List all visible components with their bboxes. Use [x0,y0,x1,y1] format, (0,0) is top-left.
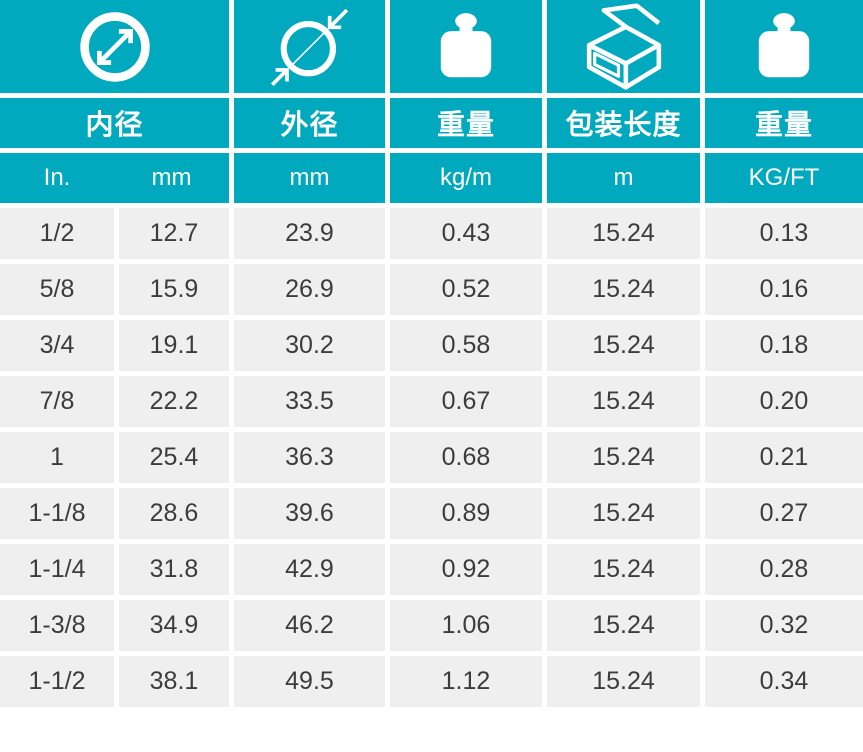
table-cell: 0.58 [390,320,542,371]
table-cell: 1.12 [390,656,542,707]
table-cell: 49.5 [234,656,385,707]
table-cell: 39.6 [234,488,385,539]
table-cell: 0.34 [705,656,863,707]
table-cell: 0.32 [705,600,863,651]
table-cell: 28.6 [119,488,229,539]
table-cell: 26.9 [234,264,385,315]
unit-cell-kg-per-m: kg/m [390,153,542,203]
table-cell: 23.9 [234,208,385,259]
table-cell: 0.16 [705,264,863,315]
unit-cell-inner-diameter: In. mm [0,153,229,203]
package-length-icon [547,0,700,93]
table-cell: 25.4 [119,432,229,483]
unit-label-in: In. [43,164,71,191]
table-cell: 15.24 [547,656,700,707]
weight-icon [390,0,542,93]
table-cell: 15.24 [547,264,700,315]
group-label-text: 外径 [280,109,339,140]
table-cell: 38.1 [119,656,229,707]
table-cell: 0.21 [705,432,863,483]
unit-label-kgm: kg/m [439,164,492,191]
table-cell: 15.24 [547,600,700,651]
table-cell: 0.27 [705,488,863,539]
table-cell: 1-1/8 [0,488,114,539]
table-cell: 1-1/4 [0,544,114,595]
unit-split: In. mm [0,164,229,192]
table-cell: 34.9 [119,600,229,651]
outer-diameter-icon [234,0,385,93]
weight-icon [705,0,863,93]
table-cell: 5/8 [0,264,114,315]
table-cell: 19.1 [119,320,229,371]
table-cell: 15.24 [547,208,700,259]
table-cell: 22.2 [119,376,229,427]
group-label-inner-diameter: 内径 [0,98,229,148]
table-cell: 15.24 [547,544,700,595]
unit-cell-kg-per-ft: KG/FT [705,153,863,203]
table-cell: 0.18 [705,320,863,371]
group-label-package-length: 包装长度 [547,98,700,148]
table-cell: 15.24 [547,488,700,539]
table-cell: 31.8 [119,544,229,595]
unit-label-m: m [613,164,634,191]
table-cell: 1.06 [390,600,542,651]
table-cell: 3/4 [0,320,114,371]
table-cell: 1 [0,432,114,483]
group-label-text: 内径 [85,109,144,140]
unit-cell-m: m [547,153,700,203]
table-cell: 0.92 [390,544,542,595]
table-cell: 15.24 [547,432,700,483]
table-cell: 0.13 [705,208,863,259]
table-cell: 0.20 [705,376,863,427]
table-cell: 12.7 [119,208,229,259]
table-cell: 0.43 [390,208,542,259]
table-cell: 15.24 [547,320,700,371]
spec-table: 内径 外径 重量 包装长度 重量 In. mm mm kg/m m KG/FT … [0,0,863,707]
group-label-text: 包装长度 [565,109,682,140]
table-cell: 15.24 [547,376,700,427]
unit-label-mm: mm [151,164,192,191]
table-cell: 36.3 [234,432,385,483]
unit-label-kgft: KG/FT [748,164,820,191]
table-cell: 1-1/2 [0,656,114,707]
group-label-weight-per-m: 重量 [390,98,542,148]
table-cell: 15.9 [119,264,229,315]
table-cell: 42.9 [234,544,385,595]
table-cell: 0.52 [390,264,542,315]
unit-label-mm: mm [289,164,330,191]
group-label-outer-diameter: 外径 [234,98,385,148]
table-cell: 30.2 [234,320,385,371]
group-label-text: 重量 [754,109,813,140]
unit-cell-outer-diameter: mm [234,153,385,203]
table-cell: 33.5 [234,376,385,427]
group-label-text: 重量 [436,109,495,140]
table-cell: 0.68 [390,432,542,483]
table-cell: 46.2 [234,600,385,651]
table-cell: 0.89 [390,488,542,539]
table-cell: 1-3/8 [0,600,114,651]
group-label-weight-per-ft: 重量 [705,98,863,148]
table-cell: 7/8 [0,376,114,427]
table-cell: 0.67 [390,376,542,427]
table-cell: 1/2 [0,208,114,259]
table-cell: 0.28 [705,544,863,595]
inner-diameter-icon [0,0,229,93]
